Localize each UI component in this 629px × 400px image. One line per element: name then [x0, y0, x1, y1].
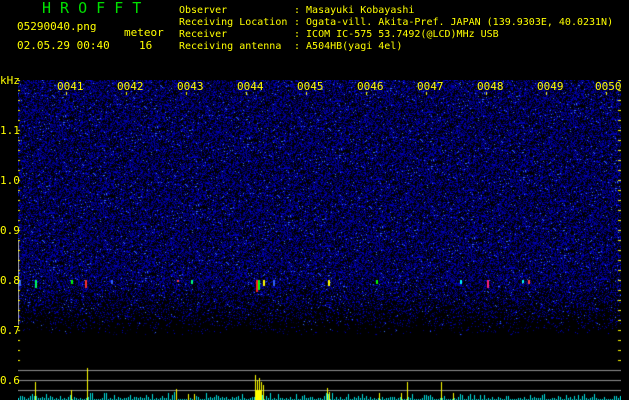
spectrogram: [18, 80, 621, 400]
info-value: : Masayuki Kobayashi: [294, 5, 415, 16]
y-tick-label: 0.7: [0, 324, 20, 337]
time-label: 0042: [117, 80, 144, 93]
datetime: 02.05.29 00:40: [17, 39, 110, 52]
time-label: 0047: [417, 80, 444, 93]
time-label: 0050: [595, 80, 622, 93]
time-label: 0045: [297, 80, 324, 93]
app-title: H R O F F T: [42, 0, 142, 17]
info-label: Receiving Location: [179, 17, 288, 28]
meteor-label: meteor: [124, 26, 164, 39]
y-tick-label: 0.8: [0, 274, 20, 287]
file-name: 05290040.png: [17, 20, 97, 33]
info-label: Observer: [179, 5, 228, 16]
info-label: Receiving antenna: [179, 41, 282, 52]
time-label: 0048: [477, 80, 504, 93]
time-label: 0043: [177, 80, 204, 93]
time-label: 0044: [237, 80, 264, 93]
y-tick-label: 1.0: [0, 174, 20, 187]
info-label: Receiver: [179, 29, 228, 40]
time-label: 0041: [57, 80, 84, 93]
info-value: : Ogata-vill. Akita-Pref. JAPAN (139.930…: [294, 17, 614, 28]
info-value: : ICOM IC-575 53.7492(@LCD)MHz USB: [294, 29, 499, 40]
y-tick-label: 0.9: [0, 224, 20, 237]
time-label: 0046: [357, 80, 384, 93]
y-tick-label: 1.1: [0, 124, 20, 137]
y-tick-label: 0.6: [0, 374, 20, 387]
y-unit: kHz: [0, 74, 20, 87]
time-label: 0049: [537, 80, 564, 93]
info-value: : A504HB(yagi 4el): [294, 41, 403, 52]
meteor-count: 16: [139, 39, 153, 52]
